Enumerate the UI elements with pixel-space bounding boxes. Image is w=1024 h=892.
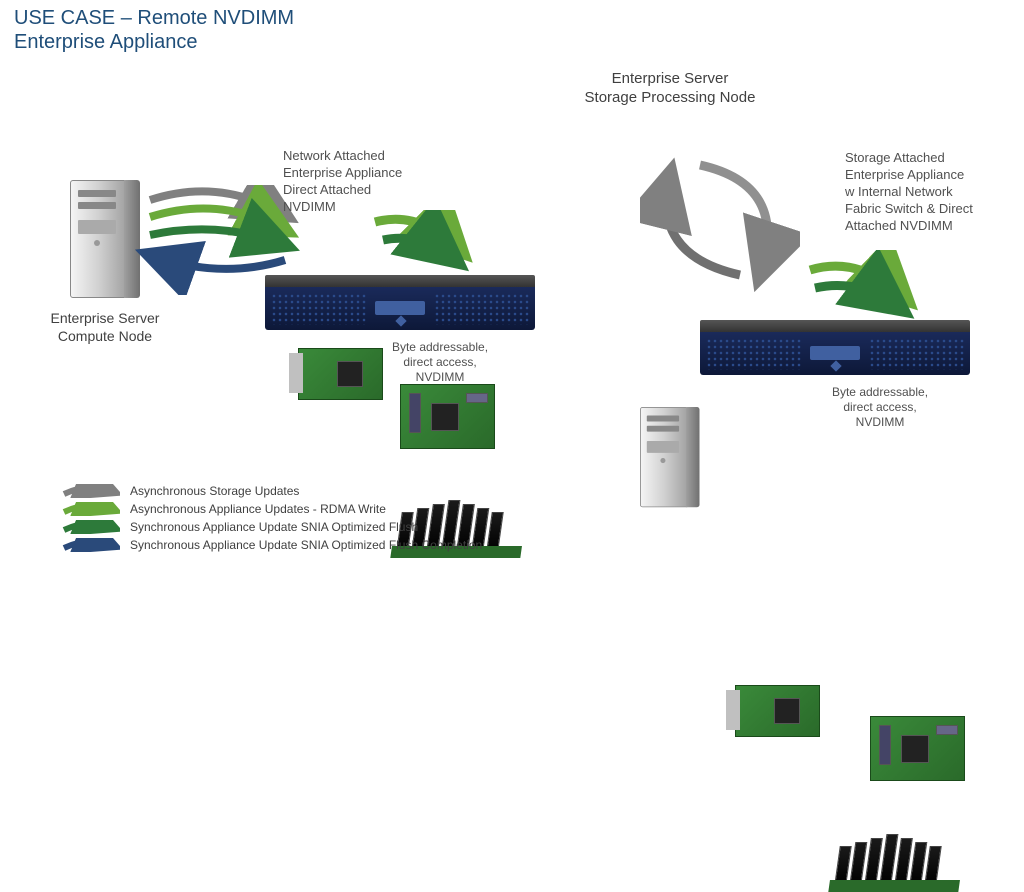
- legend-text: Synchronous Appliance Update SNIA Optimi…: [130, 538, 482, 552]
- right-gray-arrows-icon: [640, 155, 800, 295]
- legend-row: Asynchronous Appliance Updates - RDMA Wr…: [60, 502, 482, 516]
- right-nvdimm-caption: Byte addressable,direct access,NVDIMM: [815, 385, 945, 430]
- legend-text: Asynchronous Storage Updates: [130, 484, 299, 498]
- title-line-2: Enterprise Appliance: [14, 30, 294, 54]
- right-mobo-icon: [870, 716, 965, 781]
- left-nvdimm-caption: Byte addressable,direct access,NVDIMM: [375, 340, 505, 385]
- right-nic-icon: [735, 685, 820, 737]
- page-title: USE CASE – Remote NVDIMM Enterprise Appl…: [14, 6, 294, 54]
- legend-row: Asynchronous Storage Updates: [60, 484, 482, 498]
- left-rack-icon: [265, 275, 535, 330]
- legend-arrow-icon: [60, 502, 120, 516]
- right-dimm-arrows-icon: [800, 250, 930, 330]
- right-dimms-icon: [834, 831, 962, 886]
- legend-arrow-icon: [60, 484, 120, 498]
- legend-text: Asynchronous Appliance Updates - RDMA Wr…: [130, 502, 386, 516]
- left-dimm-arrows-icon: [365, 210, 485, 280]
- legend-row: Synchronous Appliance Update SNIA Optimi…: [60, 520, 482, 534]
- left-nic-icon: [298, 348, 383, 400]
- left-mobo-icon: [400, 384, 495, 449]
- title-line-1: USE CASE – Remote NVDIMM: [14, 6, 294, 30]
- legend-arrow-icon: [60, 538, 120, 552]
- legend-arrow-icon: [60, 520, 120, 534]
- legend-text: Synchronous Appliance Update SNIA Optimi…: [130, 520, 418, 534]
- legend-row: Synchronous Appliance Update SNIA Optimi…: [60, 538, 482, 552]
- left-server-label: Enterprise ServerCompute Node: [30, 310, 180, 345]
- right-server-label: Enterprise ServerStorage Processing Node: [560, 70, 780, 108]
- right-tower-icon: [640, 407, 700, 509]
- legend: Asynchronous Storage Updates Asynchronou…: [60, 484, 482, 556]
- right-appliance-desc: Storage AttachedEnterprise Appliancew In…: [845, 150, 1005, 234]
- left-appliance-desc: Network AttachedEnterprise ApplianceDire…: [283, 148, 433, 216]
